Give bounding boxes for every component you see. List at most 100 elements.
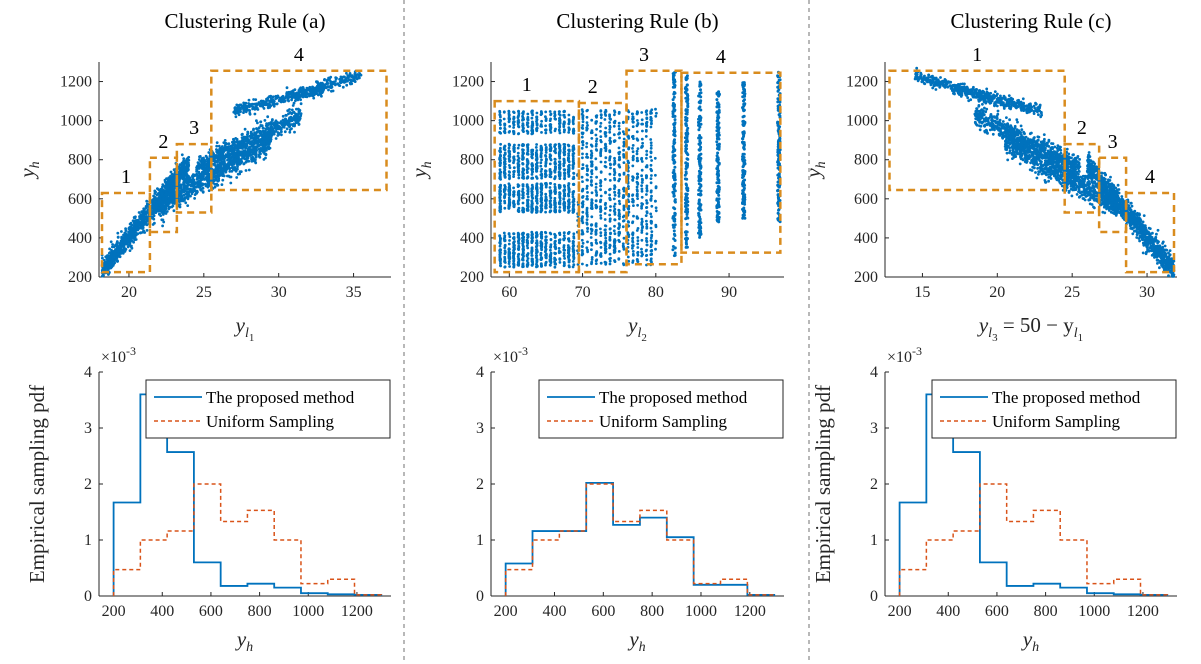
scatter-point xyxy=(526,261,530,265)
scatter-point xyxy=(341,85,345,89)
scatter-point xyxy=(499,123,502,127)
scatter-point xyxy=(191,174,194,178)
scatter-point xyxy=(567,209,571,213)
scatter-point xyxy=(549,170,552,174)
scatter-point xyxy=(223,148,227,152)
scatter-point xyxy=(230,169,234,173)
scatter-point xyxy=(544,154,547,157)
scatter-point xyxy=(140,217,144,221)
scatter-point xyxy=(499,193,502,197)
scatter-point xyxy=(222,141,226,145)
scatter-point xyxy=(106,268,110,272)
scatter-point xyxy=(507,182,511,186)
scatter-point xyxy=(503,250,507,254)
scatter-point xyxy=(141,222,145,225)
scatter-point xyxy=(498,206,502,210)
scatter-point xyxy=(254,136,258,139)
scatter-point xyxy=(267,127,271,131)
scatter-point xyxy=(345,71,348,75)
scatter-b-y-tick-label: 600 xyxy=(460,191,484,208)
scatter-point xyxy=(521,240,525,244)
scatter-point xyxy=(206,163,210,167)
scatter-point xyxy=(260,133,264,137)
scatter-point xyxy=(572,232,576,236)
scatter-point xyxy=(295,107,298,111)
scatter-point xyxy=(544,169,548,173)
scatter-point xyxy=(502,231,506,235)
scatter-point xyxy=(554,165,557,169)
scatter-point xyxy=(311,86,315,90)
scatter-point xyxy=(115,240,119,243)
scatter-point xyxy=(517,157,521,160)
scatter-point xyxy=(238,142,242,145)
scatter-point xyxy=(508,150,512,153)
scatter-point xyxy=(243,127,247,131)
scatter-point xyxy=(112,262,115,266)
scatter-point xyxy=(219,168,222,172)
scatter-point xyxy=(525,171,529,175)
scatter-point xyxy=(507,142,511,146)
scatter-point xyxy=(558,206,562,209)
scatter-point xyxy=(253,148,257,152)
scatter-point xyxy=(185,177,189,181)
scatter-point xyxy=(128,249,132,253)
scatter-point xyxy=(558,191,562,195)
scatter-point xyxy=(195,185,199,189)
scatter-point xyxy=(549,263,552,267)
scatter-point xyxy=(221,148,224,151)
scatter-point xyxy=(169,179,172,183)
scatter-point xyxy=(567,188,571,192)
scatter-point xyxy=(544,235,548,239)
scatter-point xyxy=(124,232,128,236)
scatter-point xyxy=(530,204,534,208)
scatter-point xyxy=(199,160,203,163)
scatter-point xyxy=(245,150,249,154)
scatter-point xyxy=(224,170,228,174)
scatter-point xyxy=(215,172,219,176)
scatter-point xyxy=(530,173,534,176)
scatter-point xyxy=(129,236,133,240)
scatter-point xyxy=(526,263,529,267)
scatter-point xyxy=(163,178,167,182)
scatter-point xyxy=(503,259,507,263)
scatter-point xyxy=(241,132,244,136)
scatter-point xyxy=(521,187,525,191)
scatter-point xyxy=(534,158,538,161)
scatter-point xyxy=(548,149,552,153)
scatter-point xyxy=(507,205,511,209)
scatter-point xyxy=(199,173,202,177)
scatter-point xyxy=(502,110,506,114)
scatter-point xyxy=(503,195,506,199)
scatter-point xyxy=(508,164,511,167)
scatter-point xyxy=(507,146,511,150)
scatter-point xyxy=(167,193,171,197)
scatter-point xyxy=(253,112,257,116)
scatter-a-x-tick-label: 30 xyxy=(271,284,287,301)
scatter-point xyxy=(512,190,516,193)
scatter-point xyxy=(299,88,302,91)
scatter-point xyxy=(562,254,566,258)
scatter-point xyxy=(517,242,520,245)
scatter-point xyxy=(270,100,274,104)
scatter-point xyxy=(196,161,200,165)
scatter-point xyxy=(535,235,538,239)
scatter-point xyxy=(512,161,515,165)
scatter-point xyxy=(503,171,507,175)
scatter-point xyxy=(234,115,238,119)
scatter-point xyxy=(531,202,534,206)
scatter-point xyxy=(567,250,570,254)
scatter-point xyxy=(261,129,265,133)
scatter-point xyxy=(247,168,251,172)
scatter-point xyxy=(499,264,502,267)
scatter-point xyxy=(530,126,534,129)
scatter-point xyxy=(526,161,530,165)
scatter-point xyxy=(539,182,543,186)
scatter-point xyxy=(498,111,502,114)
scatter-point xyxy=(251,105,255,109)
scatter-point xyxy=(217,144,221,148)
scatter-point xyxy=(544,250,547,254)
scatter-point xyxy=(540,264,543,268)
scatter-point xyxy=(539,155,543,158)
scatter-point xyxy=(299,112,303,116)
scatter-point xyxy=(248,103,252,107)
